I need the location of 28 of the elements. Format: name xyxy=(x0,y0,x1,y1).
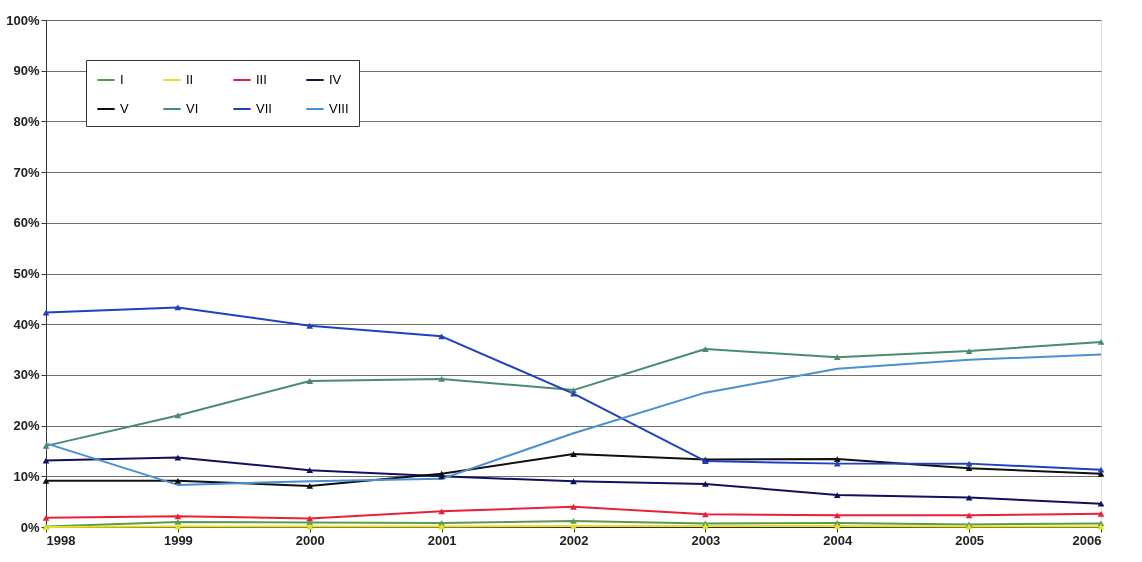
legend-label: IV xyxy=(329,72,342,87)
y-tick-label: 10% xyxy=(13,468,40,484)
y-tick-label: 0% xyxy=(20,519,40,535)
x-tick-label: 2002 xyxy=(559,532,589,548)
legend-label: VI xyxy=(186,101,199,116)
x-tick-label: 1998 xyxy=(46,532,76,548)
x-tick-label: 2000 xyxy=(295,532,325,548)
y-tick-label: 90% xyxy=(13,63,40,79)
y-tick-label: 70% xyxy=(13,164,40,180)
y-tick-label: 30% xyxy=(13,367,40,383)
legend-label: I xyxy=(120,72,124,87)
x-tick-label: 2005 xyxy=(955,532,985,548)
legend-label: III xyxy=(256,72,267,87)
y-tick-label: 80% xyxy=(13,113,40,129)
legend-label: II xyxy=(186,72,194,87)
y-tick-label: 60% xyxy=(13,215,40,231)
legend-label: VIII xyxy=(329,101,349,116)
legend-label: V xyxy=(120,101,129,116)
x-tick-label: 2001 xyxy=(427,532,457,548)
y-tick-label: 100% xyxy=(6,12,40,28)
x-tick-label: 2004 xyxy=(823,532,853,548)
y-tick-label: 20% xyxy=(13,418,40,434)
x-tick-label: 2006 xyxy=(1072,532,1102,548)
legend-label: VII xyxy=(256,101,272,116)
y-tick-label: 50% xyxy=(13,266,40,281)
y-tick-label: 40% xyxy=(13,316,40,332)
x-tick-label: 2003 xyxy=(691,532,721,548)
x-tick-label: 1999 xyxy=(163,532,193,548)
